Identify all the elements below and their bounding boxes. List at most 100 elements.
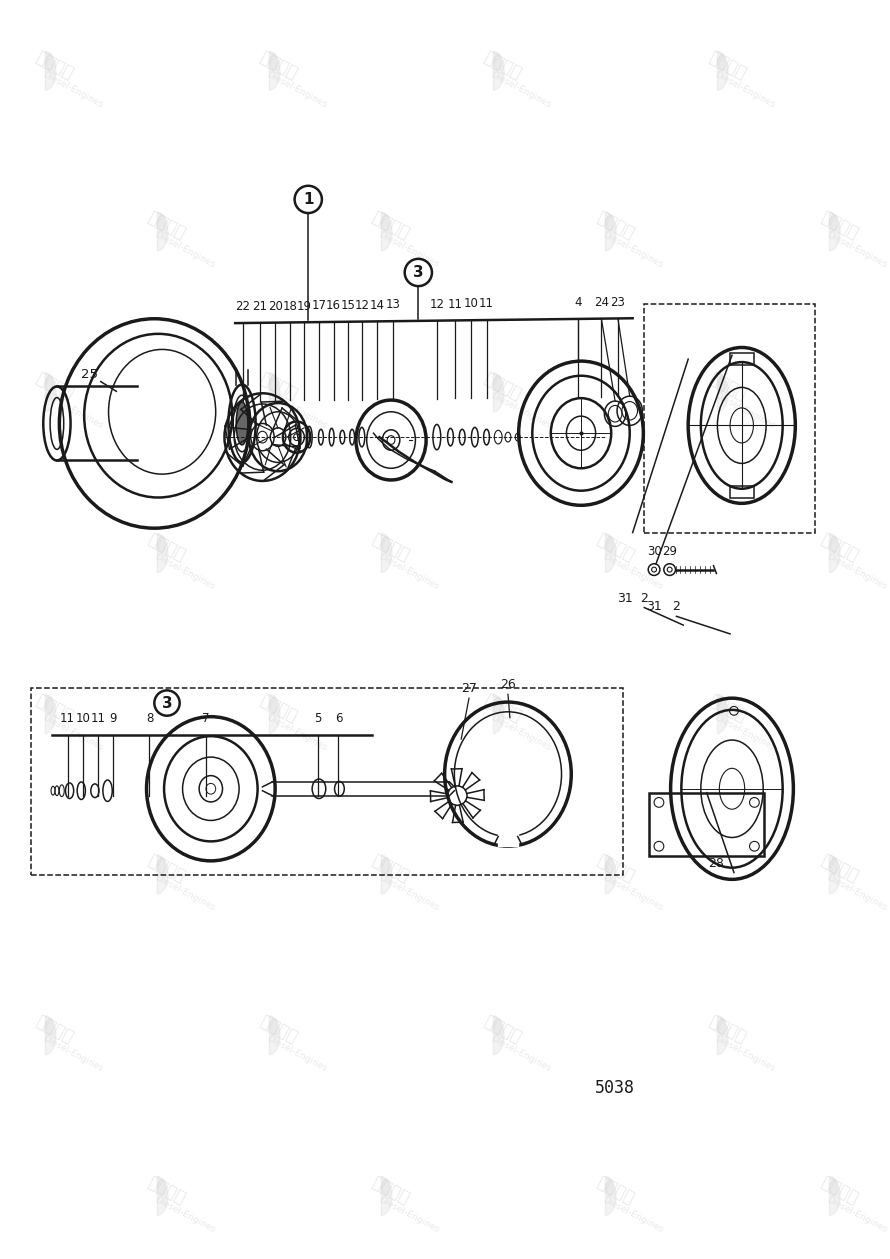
Text: 8: 8 bbox=[146, 713, 153, 725]
Polygon shape bbox=[605, 1180, 613, 1195]
Text: 17: 17 bbox=[312, 300, 327, 312]
Text: Diesel-Engines: Diesel-Engines bbox=[265, 392, 328, 431]
Polygon shape bbox=[829, 534, 840, 573]
Text: 柴发动力: 柴发动力 bbox=[257, 1012, 301, 1046]
Polygon shape bbox=[270, 373, 280, 412]
Bar bbox=[30, 689, 623, 875]
Polygon shape bbox=[45, 373, 56, 412]
Text: Diesel-Engines: Diesel-Engines bbox=[489, 1034, 553, 1074]
Text: 柴发动力: 柴发动力 bbox=[369, 851, 413, 886]
Text: 10: 10 bbox=[464, 297, 478, 311]
Text: 柴发动力: 柴发动力 bbox=[705, 369, 749, 404]
Polygon shape bbox=[493, 54, 501, 71]
Text: 7: 7 bbox=[202, 713, 210, 725]
Text: 30: 30 bbox=[647, 545, 661, 558]
Text: 11: 11 bbox=[90, 713, 105, 725]
Polygon shape bbox=[829, 1180, 837, 1195]
Polygon shape bbox=[829, 1176, 840, 1215]
Ellipse shape bbox=[236, 402, 247, 444]
Text: Diesel-Engines: Diesel-Engines bbox=[41, 392, 104, 431]
Polygon shape bbox=[829, 855, 840, 894]
Text: 柴发动力: 柴发动力 bbox=[817, 1173, 861, 1207]
Polygon shape bbox=[605, 536, 613, 553]
Text: Diesel-Engines: Diesel-Engines bbox=[713, 392, 776, 431]
Polygon shape bbox=[717, 54, 725, 71]
Text: 柴发动力: 柴发动力 bbox=[369, 1173, 413, 1207]
Text: 9: 9 bbox=[109, 713, 117, 725]
Polygon shape bbox=[381, 857, 389, 874]
Polygon shape bbox=[381, 536, 389, 553]
Polygon shape bbox=[605, 215, 613, 230]
Text: Diesel-Engines: Diesel-Engines bbox=[265, 69, 328, 110]
Polygon shape bbox=[605, 857, 613, 874]
Polygon shape bbox=[45, 1016, 56, 1055]
Text: Diesel-Engines: Diesel-Engines bbox=[825, 1195, 888, 1234]
Polygon shape bbox=[493, 1016, 504, 1055]
Text: 1: 1 bbox=[303, 191, 313, 206]
Text: 柴发动力: 柴发动力 bbox=[257, 48, 301, 82]
Text: 柴发动力: 柴发动力 bbox=[481, 1012, 525, 1046]
Text: Diesel-Engines: Diesel-Engines bbox=[376, 1195, 441, 1234]
Polygon shape bbox=[45, 1019, 53, 1035]
Text: Diesel-Engines: Diesel-Engines bbox=[265, 1034, 328, 1074]
Text: 19: 19 bbox=[297, 300, 311, 312]
Text: Diesel-Engines: Diesel-Engines bbox=[489, 392, 553, 431]
Text: 柴发动力: 柴发动力 bbox=[369, 209, 413, 243]
Polygon shape bbox=[158, 536, 165, 553]
Text: Diesel-Engines: Diesel-Engines bbox=[825, 551, 888, 592]
Polygon shape bbox=[717, 697, 725, 713]
Polygon shape bbox=[158, 855, 168, 894]
Polygon shape bbox=[158, 212, 168, 251]
Polygon shape bbox=[45, 694, 56, 733]
Bar bbox=[730, 486, 755, 497]
Text: 柴发动力: 柴发动力 bbox=[33, 48, 77, 82]
Text: 柴发动力: 柴发动力 bbox=[145, 209, 189, 243]
Text: 13: 13 bbox=[385, 298, 400, 311]
Polygon shape bbox=[381, 1180, 389, 1195]
Polygon shape bbox=[717, 52, 728, 91]
Text: 12: 12 bbox=[354, 298, 369, 312]
Bar bbox=[498, 827, 518, 846]
Text: 柴发动力: 柴发动力 bbox=[145, 1173, 189, 1207]
Polygon shape bbox=[493, 375, 501, 392]
Text: 柴发动力: 柴发动力 bbox=[481, 369, 525, 404]
Polygon shape bbox=[45, 697, 53, 713]
Text: 柴发动力: 柴发动力 bbox=[594, 851, 637, 886]
Text: 柴发动力: 柴发动力 bbox=[817, 530, 861, 564]
Text: Diesel-Engines: Diesel-Engines bbox=[376, 874, 441, 913]
Text: Diesel-Engines: Diesel-Engines bbox=[153, 874, 216, 913]
Text: Diesel-Engines: Diesel-Engines bbox=[825, 874, 888, 913]
Polygon shape bbox=[158, 1176, 168, 1215]
Text: 柴发动力: 柴发动力 bbox=[481, 48, 525, 82]
Text: Diesel-Engines: Diesel-Engines bbox=[489, 69, 553, 110]
Polygon shape bbox=[829, 215, 837, 230]
Text: 4: 4 bbox=[574, 296, 582, 310]
Text: Diesel-Engines: Diesel-Engines bbox=[713, 713, 776, 752]
Text: 5038: 5038 bbox=[595, 1079, 635, 1097]
Bar bbox=[649, 793, 765, 856]
Text: 11: 11 bbox=[448, 297, 463, 311]
Text: Diesel-Engines: Diesel-Engines bbox=[601, 230, 664, 269]
Polygon shape bbox=[605, 855, 616, 894]
Polygon shape bbox=[270, 694, 280, 733]
Text: 11: 11 bbox=[61, 713, 75, 725]
Text: Diesel-Engines: Diesel-Engines bbox=[713, 69, 776, 110]
Text: 20: 20 bbox=[268, 300, 282, 313]
Text: 18: 18 bbox=[282, 300, 297, 312]
Polygon shape bbox=[270, 54, 277, 71]
Bar bbox=[730, 354, 755, 365]
Polygon shape bbox=[270, 52, 280, 91]
Text: Diesel-Engines: Diesel-Engines bbox=[153, 551, 216, 592]
Text: Diesel-Engines: Diesel-Engines bbox=[376, 230, 441, 269]
Text: 柴发动力: 柴发动力 bbox=[145, 851, 189, 886]
Text: Diesel-Engines: Diesel-Engines bbox=[41, 1034, 104, 1074]
Polygon shape bbox=[158, 215, 165, 230]
Text: 柴发动力: 柴发动力 bbox=[594, 209, 637, 243]
Text: 16: 16 bbox=[326, 300, 341, 312]
Polygon shape bbox=[493, 52, 504, 91]
Text: 柴发动力: 柴发动力 bbox=[257, 691, 301, 725]
Polygon shape bbox=[158, 857, 165, 874]
Polygon shape bbox=[381, 212, 392, 251]
Text: Diesel-Engines: Diesel-Engines bbox=[601, 551, 664, 592]
Text: 柴发动力: 柴发动力 bbox=[369, 530, 413, 564]
